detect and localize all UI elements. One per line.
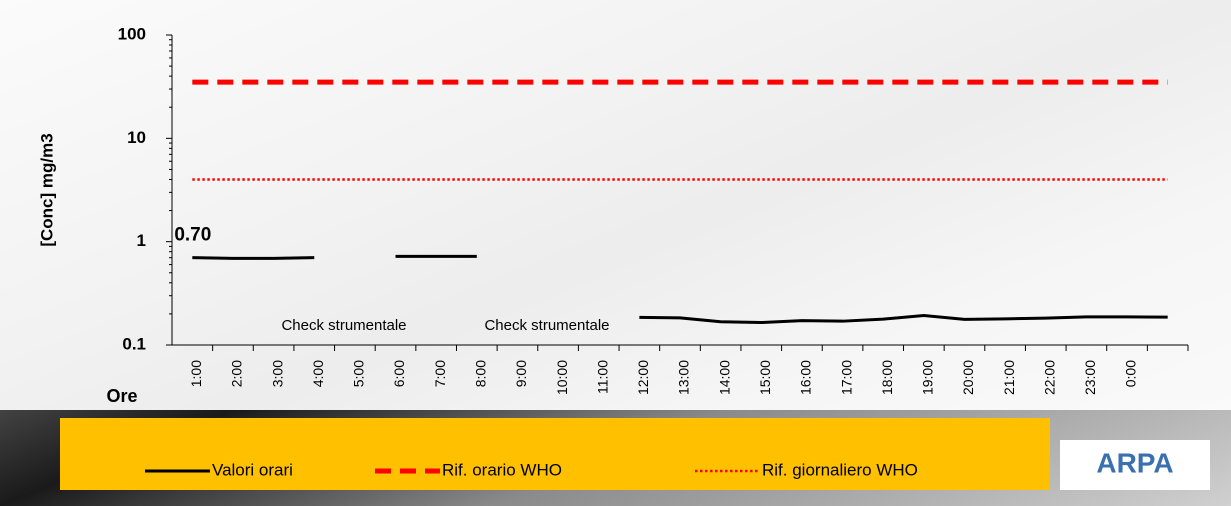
x-tick-label: 16:00 [798, 360, 814, 395]
legend-box [60, 418, 1050, 490]
logo-box [1060, 440, 1210, 490]
x-tick-label: 7:00 [432, 360, 448, 387]
x-tick-label: 23:00 [1082, 360, 1098, 395]
x-tick-label: 14:00 [716, 360, 732, 395]
x-tick-label: 18:00 [879, 360, 895, 395]
x-tick-label: 11:00 [594, 360, 610, 394]
y-tick-label: 100 [118, 24, 146, 43]
x-tick-label: 12:00 [635, 360, 651, 395]
legend-label: Valori orari [212, 460, 293, 479]
y-axis-label: [Conc] mg/m3 [37, 133, 56, 246]
x-tick-label: 5:00 [351, 360, 367, 387]
y-tick-label: 0.1 [122, 334, 146, 353]
x-tick-label: 3:00 [269, 360, 285, 387]
x-tick-label: 0:00 [1123, 360, 1139, 387]
x-tick-label: 9:00 [513, 360, 529, 387]
x-tick-label: 13:00 [676, 360, 692, 395]
x-tick-label: 21:00 [1001, 360, 1017, 395]
legend-label: Rif. giornaliero WHO [762, 460, 918, 479]
y-tick-label: 10 [127, 128, 146, 147]
annotation: Check strumentale [281, 317, 406, 334]
x-tick-label: 22:00 [1041, 360, 1057, 395]
x-tick-label: 2:00 [229, 360, 245, 387]
x-tick-label: 17:00 [838, 360, 854, 395]
plot-background [0, 0, 1231, 410]
series-line [192, 254, 1168, 325]
x-tick-label: 1:00 [188, 360, 204, 387]
annotation: Check strumentale [484, 317, 609, 334]
y-tick-label: 1 [137, 231, 146, 250]
logo: ARPA [1096, 447, 1173, 478]
x-tick-label: 15:00 [757, 360, 773, 395]
x-tick-label: 6:00 [391, 360, 407, 387]
x-tick-label: 10:00 [554, 360, 570, 395]
x-axis-label: Ore [106, 386, 137, 406]
x-tick-label: 19:00 [920, 360, 936, 395]
x-tick-label: 8:00 [473, 360, 489, 387]
legend-label: Rif. orario WHO [442, 460, 562, 479]
x-tick-label: 20:00 [960, 360, 976, 395]
x-tick-label: 4:00 [310, 360, 326, 387]
data-label: 0.70 [174, 225, 211, 246]
